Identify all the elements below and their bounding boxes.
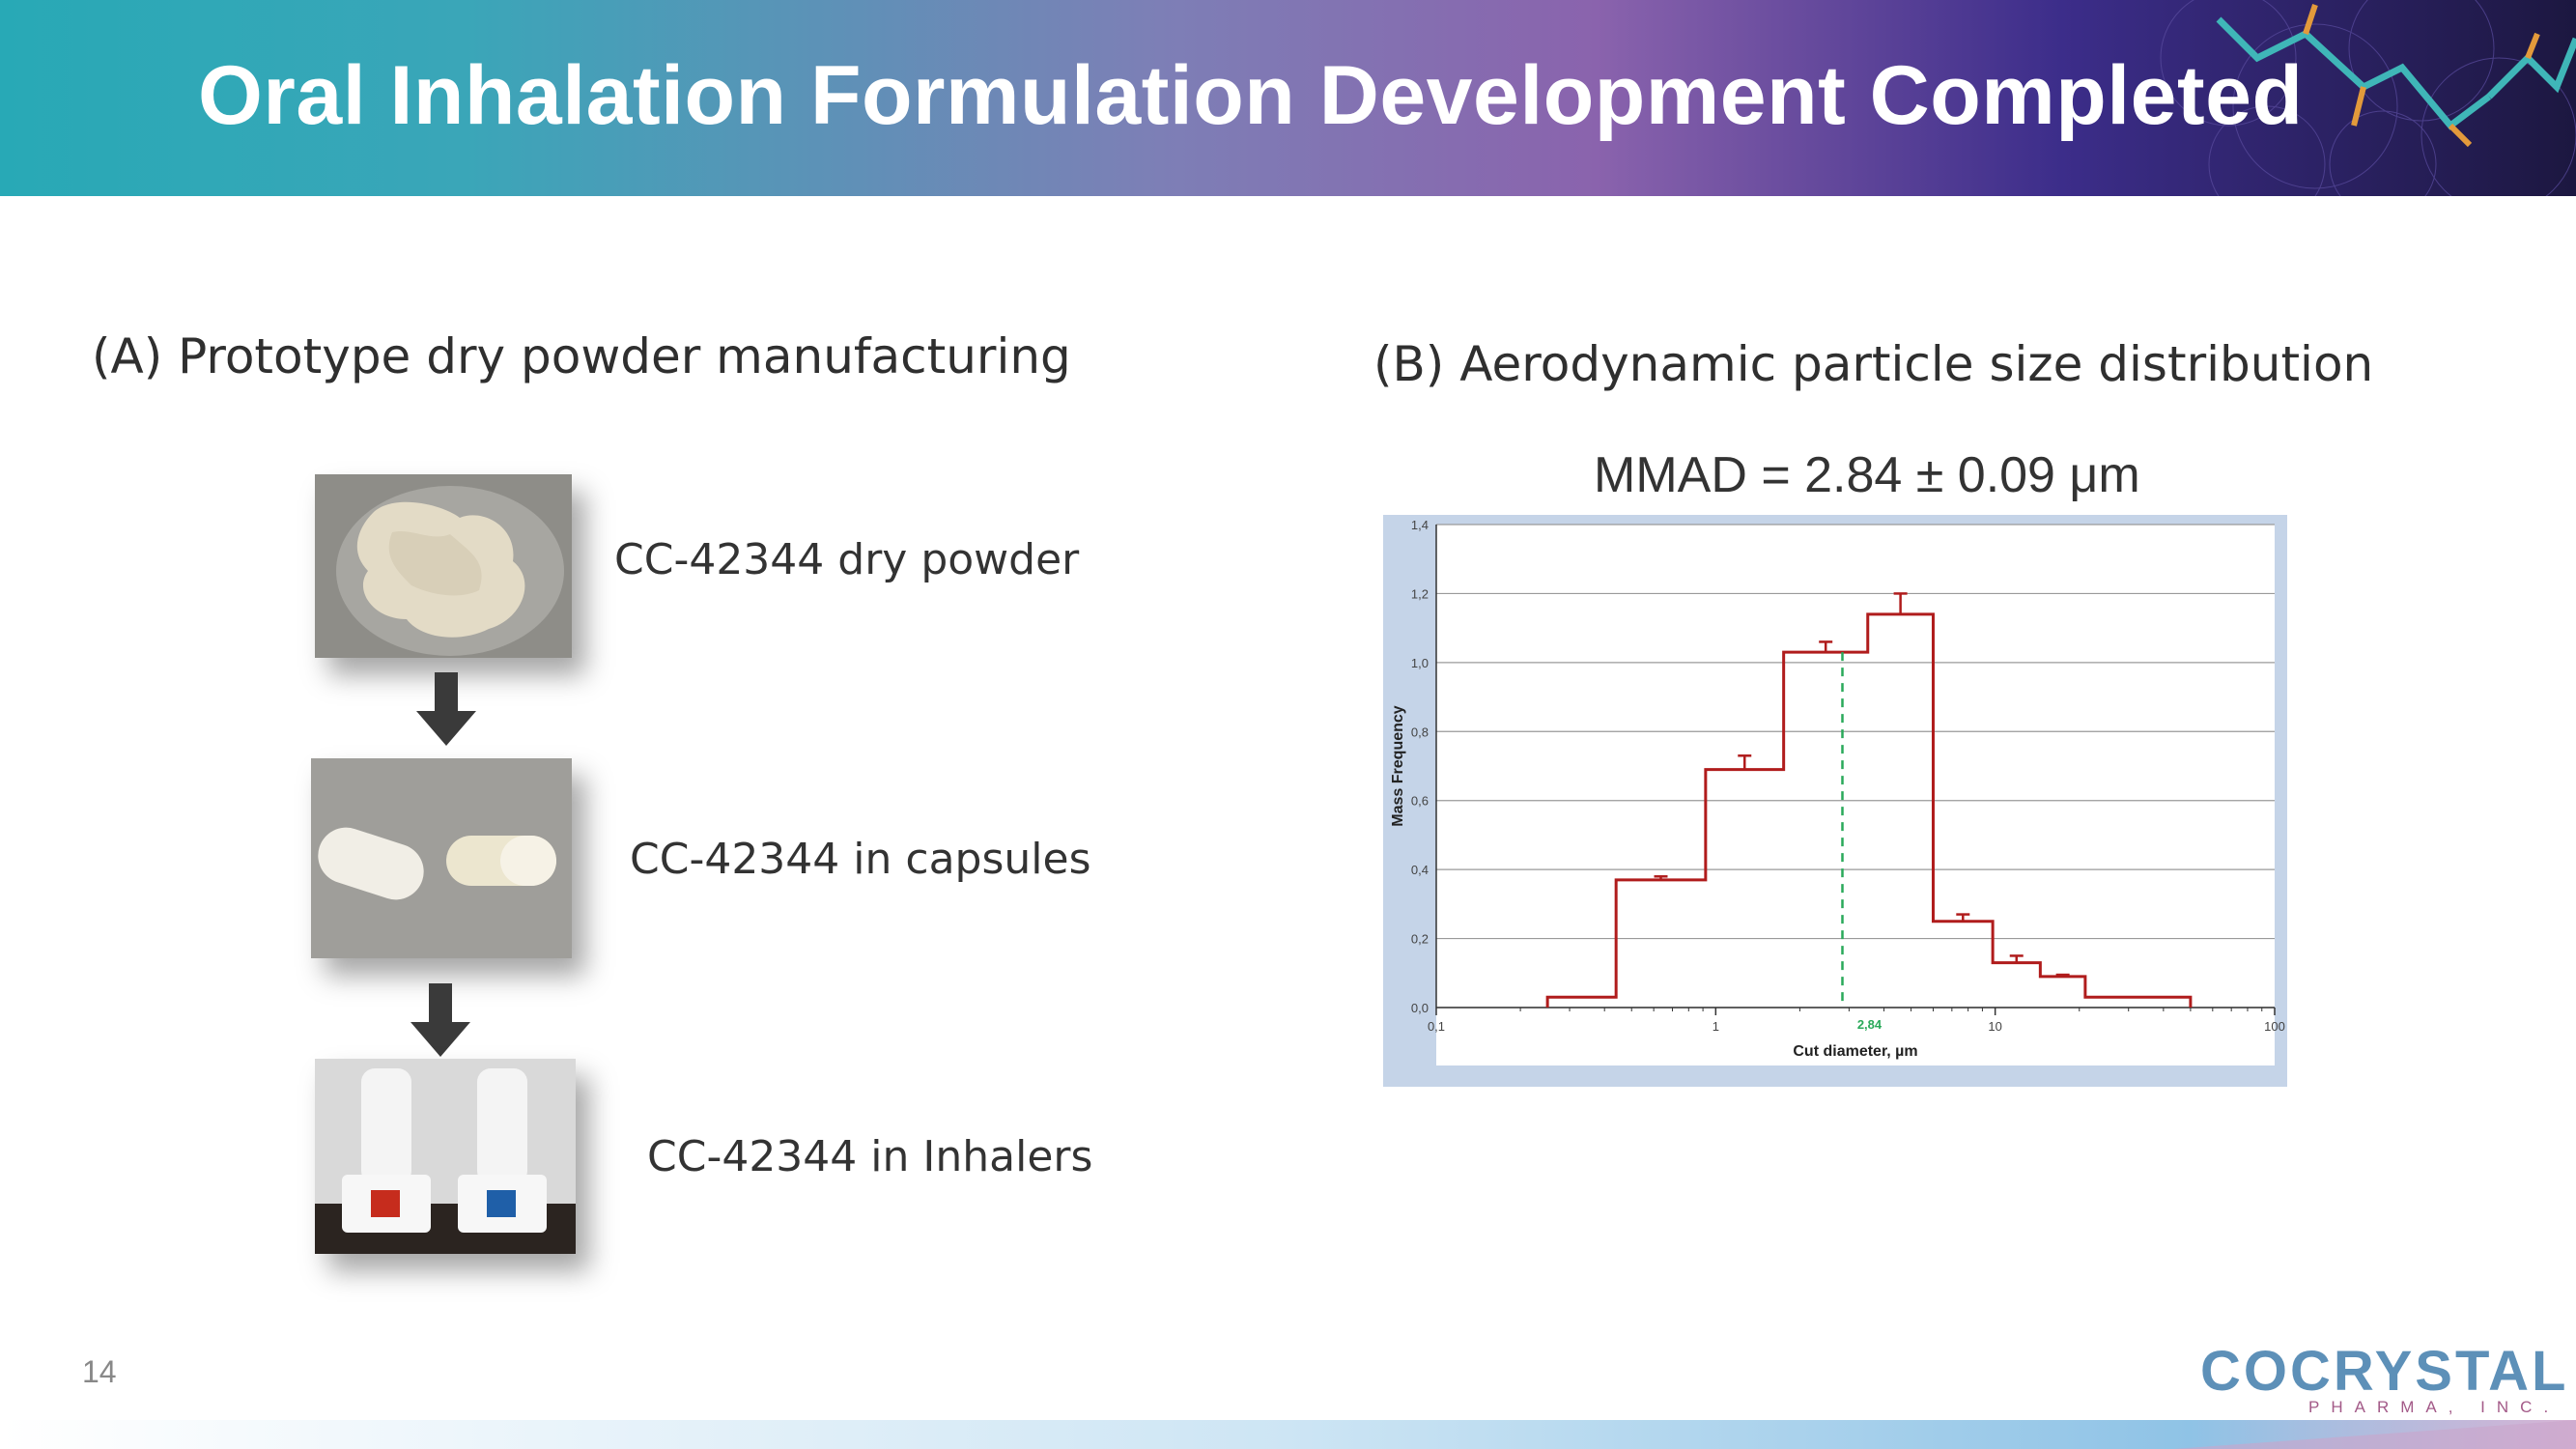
step-caption-capsules: CC-42344 in capsules [630,835,1091,884]
y-tick-label: 0,6 [1411,794,1429,809]
y-tick-label: 0,8 [1411,724,1429,739]
logo-text: COCRYSTAL [2200,1340,2569,1403]
mmad-label: MMAD = 2.84 ± 0.09 μm [1594,447,2140,503]
dry-powder-image [315,474,572,658]
particle-size-chart-svg: 0,00,20,40,60,81,01,21,4 0,1 1 10 100 2,84 … [1390,518,2285,1065]
inhalers-image [315,1059,576,1254]
mmad-marker-label: 2,84 [1857,1017,1882,1032]
x-axis-label: Cut diameter, µm [1793,1043,1917,1060]
section-a-title: (A) Prototype dry powder manufacturing [92,328,1071,384]
header-banner: Oral Inhalation Formulation Development … [0,0,2576,196]
y-tick-label: 0,2 [1411,932,1429,947]
down-arrow-icon [416,672,476,751]
y-axis-label: Mass Frequency [1390,705,1406,826]
particle-size-chart: 0,0 0,2 0,4 0,6 0,8 1,0 1,2 1,4 0,1 1 10 100 2,84 … [1383,515,2287,1087]
down-arrow-icon [410,983,470,1062]
plot-area [1436,525,2275,1065]
x-tick-label: 100 [2264,1019,2285,1034]
y-tick-label: 1,2 [1411,586,1429,601]
inhalers-photo [315,1059,576,1254]
bottom-gradient-bar [0,1420,2576,1449]
page-title: Oral Inhalation Formulation Development … [198,49,2304,142]
capsules-image [311,758,572,958]
section-b-title: (B) Aerodynamic particle size distributi… [1373,336,2374,392]
x-tick-label: 0,1 [1428,1019,1445,1034]
x-tick-label: 10 [1988,1019,2001,1034]
company-logo: COCRYSTAL [2200,1339,2568,1404]
y-tick-label: 0,0 [1411,1001,1429,1015]
step-caption-powder: CC-42344 dry powder [614,535,1080,584]
y-tick-label: 1,4 [1411,518,1429,532]
step-caption-inhalers: CC-42344 in Inhalers [647,1132,1093,1181]
page-number: 14 [82,1354,117,1389]
dry-powder-photo [315,474,572,658]
y-tick-label: 1,0 [1411,656,1429,670]
capsules-photo [311,758,572,958]
molecule-decoration [2160,0,2576,196]
logo-subtitle: PHARMA, INC. [2308,1398,2561,1416]
y-tick-label: 0,4 [1411,863,1429,877]
x-tick-label: 1 [1713,1019,1719,1034]
